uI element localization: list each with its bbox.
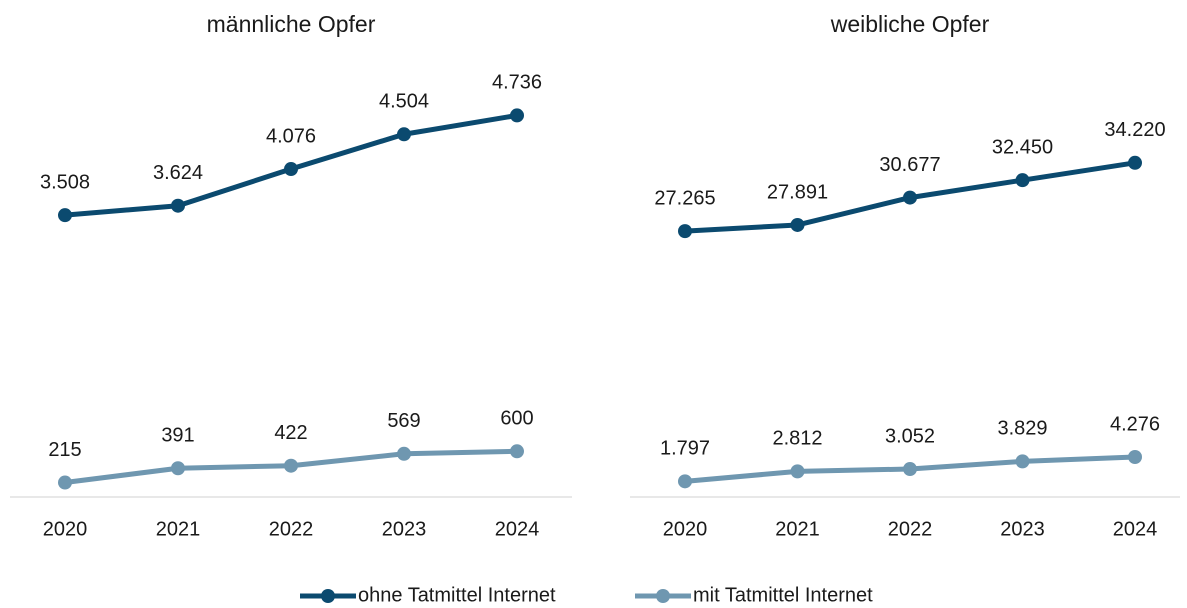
x-tick-label: 2023 bbox=[1000, 518, 1045, 540]
x-tick-label: 2020 bbox=[663, 518, 708, 540]
data-label: 391 bbox=[161, 425, 194, 447]
data-point bbox=[284, 458, 298, 473]
data-label: 3.508 bbox=[40, 171, 90, 193]
data-point bbox=[1128, 449, 1142, 464]
legend-label: ohne Tatmittel Internet bbox=[358, 584, 556, 606]
data-point bbox=[1015, 454, 1030, 469]
data-point bbox=[58, 475, 72, 490]
legend-marker bbox=[321, 589, 335, 603]
data-label: 3.624 bbox=[153, 162, 203, 184]
data-label: 4.076 bbox=[266, 125, 316, 147]
data-label: 30.677 bbox=[879, 154, 940, 176]
data-point bbox=[58, 208, 72, 223]
data-label: 215 bbox=[48, 439, 81, 461]
data-label: 1.797 bbox=[660, 438, 710, 460]
data-point bbox=[678, 224, 692, 239]
data-label: 600 bbox=[500, 408, 533, 430]
data-point bbox=[171, 198, 185, 213]
data-label: 422 bbox=[274, 422, 307, 444]
data-label: 4.504 bbox=[379, 91, 429, 113]
data-point bbox=[903, 190, 917, 205]
data-point bbox=[1015, 173, 1030, 188]
data-point bbox=[790, 217, 805, 232]
data-point bbox=[171, 461, 185, 476]
data-label: 27.891 bbox=[767, 181, 828, 203]
data-point bbox=[903, 462, 917, 477]
legend-marker bbox=[656, 589, 670, 603]
data-label: 34.220 bbox=[1104, 119, 1165, 141]
data-point bbox=[397, 127, 411, 142]
data-label: 3.829 bbox=[997, 418, 1047, 440]
chart-title: männliche Opfer bbox=[207, 11, 376, 37]
data-point bbox=[1128, 155, 1142, 170]
legend: ohne Tatmittel Internet mit Tatmittel In… bbox=[300, 584, 873, 606]
data-label: 3.052 bbox=[885, 425, 935, 447]
data-point bbox=[510, 108, 524, 123]
legend-label: mit Tatmittel Internet bbox=[693, 584, 873, 606]
chart-title: weibliche Opfer bbox=[830, 11, 990, 37]
x-tick-label: 2023 bbox=[382, 518, 427, 540]
data-label: 32.450 bbox=[992, 136, 1053, 158]
x-tick-label: 2022 bbox=[888, 518, 933, 540]
x-tick-label: 2021 bbox=[775, 518, 820, 540]
data-point bbox=[790, 464, 805, 479]
x-tick-label: 2022 bbox=[269, 518, 314, 540]
data-label: 4.736 bbox=[492, 72, 542, 94]
x-tick-label: 2021 bbox=[156, 518, 201, 540]
data-point bbox=[397, 446, 411, 461]
data-label: 569 bbox=[387, 410, 420, 432]
data-label: 2.812 bbox=[772, 428, 822, 450]
data-label: 4.276 bbox=[1110, 413, 1160, 435]
x-tick-label: 2020 bbox=[43, 518, 88, 540]
data-point bbox=[678, 474, 692, 489]
x-tick-label: 2024 bbox=[1113, 518, 1158, 540]
data-point bbox=[284, 162, 298, 177]
x-tick-label: 2024 bbox=[495, 518, 540, 540]
data-point bbox=[510, 444, 524, 459]
data-label: 27.265 bbox=[654, 187, 715, 209]
